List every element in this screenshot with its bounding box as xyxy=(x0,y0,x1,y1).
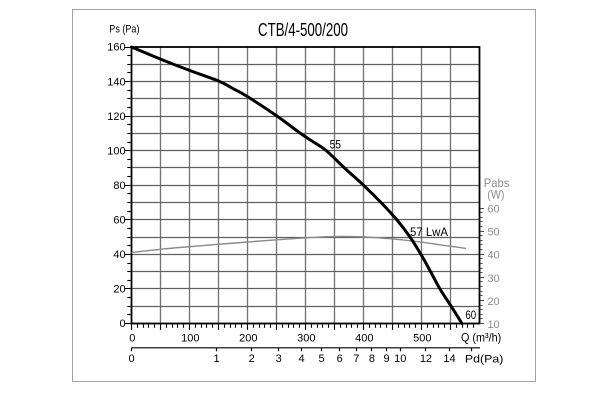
svg-text:30: 30 xyxy=(487,273,499,285)
svg-text:55: 55 xyxy=(330,139,341,151)
svg-text:Pd(Pa): Pd(Pa) xyxy=(465,353,504,365)
svg-text:120: 120 xyxy=(107,111,125,123)
svg-text:60: 60 xyxy=(465,310,476,322)
svg-text:200: 200 xyxy=(239,333,257,345)
svg-text:CTB/4-500/200: CTB/4-500/200 xyxy=(258,20,348,40)
svg-text:500: 500 xyxy=(413,333,431,345)
svg-text:9: 9 xyxy=(383,353,389,365)
svg-text:10: 10 xyxy=(487,319,499,331)
svg-text:40: 40 xyxy=(487,250,499,262)
svg-text:100: 100 xyxy=(181,333,199,345)
svg-text:1: 1 xyxy=(213,353,219,365)
svg-text:80: 80 xyxy=(113,180,125,192)
svg-text:20: 20 xyxy=(113,284,125,296)
svg-text:10: 10 xyxy=(394,353,406,365)
svg-text:100: 100 xyxy=(107,145,125,157)
svg-text:(W): (W) xyxy=(487,189,504,202)
svg-text:7: 7 xyxy=(353,353,359,365)
svg-text:57 LwA: 57 LwA xyxy=(410,227,448,239)
svg-text:300: 300 xyxy=(297,333,315,345)
svg-text:2: 2 xyxy=(249,353,255,365)
svg-text:40: 40 xyxy=(113,249,125,261)
svg-text:60: 60 xyxy=(113,215,125,227)
svg-text:50: 50 xyxy=(487,227,499,239)
svg-text:0: 0 xyxy=(119,318,125,330)
svg-text:14: 14 xyxy=(443,353,455,365)
svg-text:140: 140 xyxy=(107,76,125,88)
svg-text:0: 0 xyxy=(129,333,135,345)
svg-text:160: 160 xyxy=(107,42,125,54)
svg-text:6: 6 xyxy=(337,353,343,365)
svg-text:0: 0 xyxy=(128,353,134,365)
svg-text:5: 5 xyxy=(319,353,325,365)
svg-text:12: 12 xyxy=(420,353,432,365)
svg-text:20: 20 xyxy=(487,296,499,308)
svg-text:60: 60 xyxy=(487,204,499,216)
svg-text:Ps (Pa): Ps (Pa) xyxy=(109,23,139,35)
svg-text:4: 4 xyxy=(298,353,304,365)
svg-text:8: 8 xyxy=(369,353,375,365)
svg-text:Pabs: Pabs xyxy=(484,177,510,190)
svg-text:3: 3 xyxy=(276,353,282,365)
svg-text:400: 400 xyxy=(355,333,373,345)
svg-text:Q (m³/h): Q (m³/h) xyxy=(461,331,501,345)
